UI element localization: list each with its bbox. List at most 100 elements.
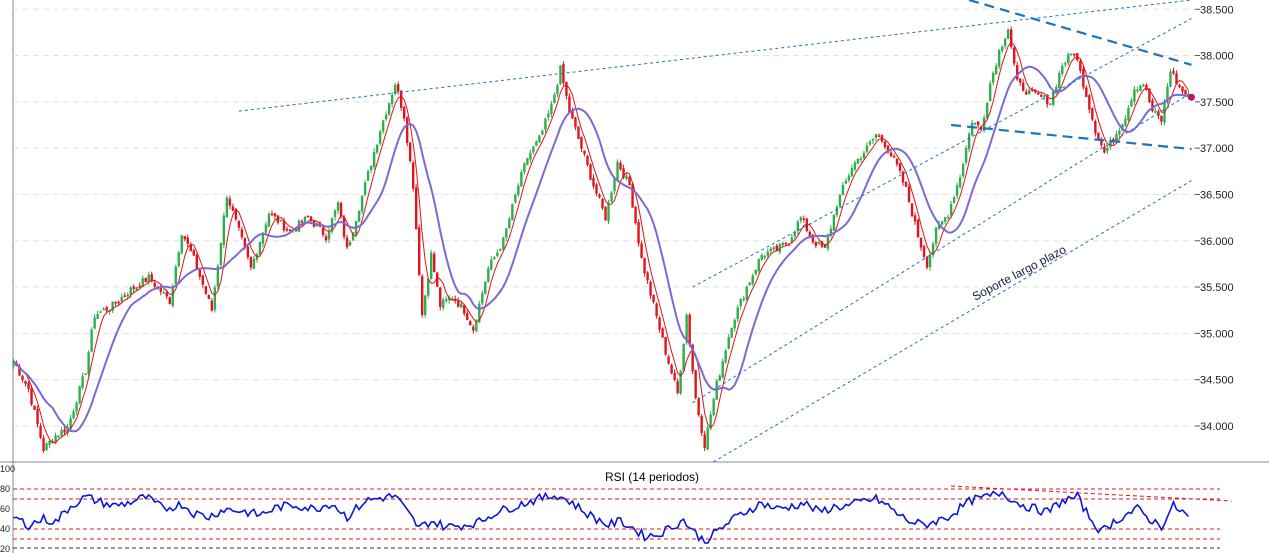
candle-down	[1100, 138, 1103, 146]
candle-down	[670, 364, 673, 374]
candle-up	[934, 227, 938, 244]
candle-up	[54, 435, 57, 444]
candle-down	[805, 218, 809, 232]
candle-up	[1130, 100, 1133, 107]
candle-up	[1070, 53, 1073, 56]
candle-up	[303, 216, 307, 223]
candle-down	[51, 441, 54, 443]
candle-up	[874, 134, 878, 138]
candle-down	[1094, 120, 1097, 134]
candle-down	[673, 372, 676, 380]
candle-down	[210, 300, 214, 311]
candle-down	[622, 168, 625, 178]
candle-down	[466, 312, 469, 320]
candle-down	[688, 314, 691, 345]
candle-down	[1178, 84, 1181, 88]
candle-down	[820, 241, 824, 247]
candle-up	[1055, 86, 1058, 94]
candle-up	[517, 185, 520, 195]
candle-up	[994, 65, 998, 75]
candle-up	[348, 241, 352, 246]
candle-down	[195, 254, 199, 270]
candle-up	[460, 303, 463, 308]
candle-down	[661, 328, 664, 338]
rsi-indicator-chart: 100 80 60 40 20 RSI (14 periodos)	[0, 463, 1232, 553]
candle-down	[667, 356, 670, 364]
candle-up	[835, 206, 839, 216]
candle-up	[751, 275, 754, 284]
last-price-marker	[1187, 93, 1195, 101]
candle-up	[135, 286, 138, 291]
candle-up	[556, 85, 559, 95]
candle-down	[808, 231, 812, 237]
candle-down	[913, 215, 917, 222]
candle-up	[514, 194, 517, 203]
candle-up	[757, 259, 760, 272]
candle-down	[628, 176, 631, 186]
rsi-tick-label: 40	[0, 524, 10, 534]
candle-up	[844, 180, 848, 184]
candle-down	[775, 245, 779, 252]
candle-up	[81, 376, 84, 388]
candle-up	[351, 232, 355, 241]
price-tick-label: 34.000	[1200, 421, 1234, 433]
candle-down	[33, 405, 36, 410]
candle-up	[685, 314, 688, 343]
candle-down	[898, 163, 902, 171]
candle-up	[721, 361, 724, 378]
candle-up	[499, 249, 502, 251]
candle-up	[529, 152, 532, 160]
candle-up	[991, 72, 995, 83]
candle-down	[454, 299, 457, 301]
candle-up	[607, 202, 610, 222]
candle-up	[817, 241, 821, 245]
candle-down	[697, 398, 700, 416]
candle-up	[327, 230, 331, 240]
candle-up	[384, 114, 388, 120]
candle-down	[237, 221, 241, 228]
candle-up	[162, 292, 165, 294]
candle-up	[1166, 86, 1169, 103]
candle-up	[490, 259, 493, 270]
candle-up	[487, 268, 490, 282]
candle-up	[793, 232, 797, 237]
candle-up	[60, 430, 63, 436]
candle-up	[430, 252, 433, 280]
candle-up	[1067, 54, 1070, 64]
candle-down	[24, 380, 27, 384]
candle-down	[472, 326, 475, 331]
candle-up	[718, 375, 721, 381]
candle-down	[1175, 73, 1178, 84]
candle-down	[619, 162, 622, 170]
candle-down	[144, 277, 147, 282]
candle-up	[496, 252, 499, 256]
candle-up	[216, 265, 220, 287]
candle-up	[1061, 65, 1064, 74]
candle-up	[369, 165, 373, 171]
candle-down	[439, 287, 442, 307]
candle-up	[508, 218, 511, 228]
candle-up	[790, 237, 794, 244]
candle-down	[117, 301, 120, 304]
candle-up	[772, 247, 775, 249]
candle-up	[102, 308, 105, 311]
candle-down	[345, 237, 349, 248]
candle-down	[631, 183, 634, 208]
candle-up	[294, 230, 298, 232]
candle-up	[760, 254, 763, 260]
candle-down	[877, 135, 881, 137]
candle-up	[730, 328, 733, 338]
candle-down	[904, 181, 908, 187]
candle-down	[198, 269, 202, 277]
candle-down	[823, 245, 827, 248]
candle-up	[387, 103, 391, 115]
candle-down	[27, 382, 30, 389]
candle-up	[69, 418, 72, 430]
candle-down	[243, 238, 247, 248]
candle-down	[183, 236, 186, 240]
candle-up	[928, 254, 932, 268]
candle-down	[228, 198, 232, 206]
candle-down	[321, 227, 325, 236]
candle-up	[970, 122, 974, 136]
candle-up	[988, 83, 992, 102]
